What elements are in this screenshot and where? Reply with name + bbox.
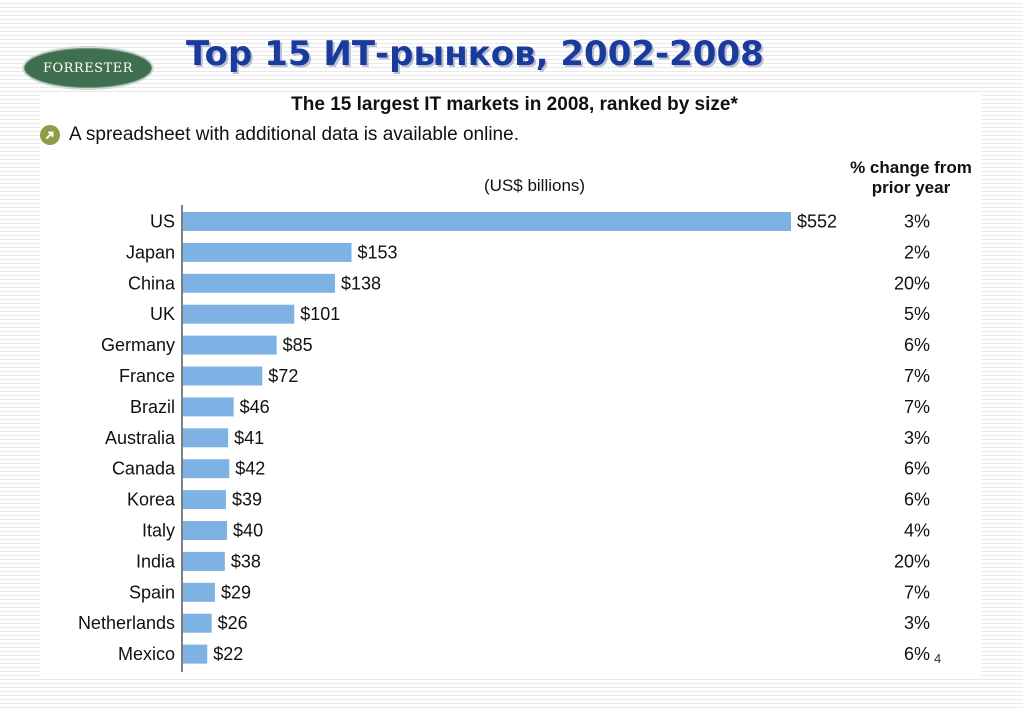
value-label: $22: [213, 644, 243, 664]
pct-change-label: 3%: [904, 212, 930, 232]
value-label: $26: [218, 613, 248, 633]
value-label: $38: [231, 551, 261, 571]
pct-change-label: 7%: [904, 366, 930, 386]
arrow-icon[interactable]: [40, 125, 60, 145]
page-number: 4: [934, 651, 942, 666]
value-label: $46: [240, 397, 270, 417]
pct-change-label: 20%: [894, 273, 930, 293]
bar: [183, 428, 229, 448]
pct-change-label: 6%: [904, 644, 930, 664]
value-label: $153: [358, 242, 398, 262]
pct-change-label: 2%: [904, 242, 930, 262]
category-label: Japan: [126, 242, 175, 262]
value-label: $42: [235, 459, 265, 479]
logo-text: FORRESTER: [42, 60, 134, 76]
bar: [183, 613, 212, 633]
value-label: $72: [268, 366, 298, 386]
pct-change-label: 7%: [904, 582, 930, 602]
category-label: UK: [150, 304, 175, 324]
value-label: $85: [283, 335, 313, 355]
bar: [183, 490, 226, 510]
forrester-logo: FORRESTER: [22, 46, 154, 90]
value-label: $29: [221, 582, 251, 602]
pct-change-label: 5%: [904, 304, 930, 324]
category-label: Netherlands: [78, 613, 175, 633]
category-label: Germany: [101, 335, 175, 355]
category-label: China: [128, 273, 176, 293]
bar: [183, 397, 234, 417]
online-note-text: A spreadsheet with additional data is av…: [69, 124, 519, 145]
units-label: (US$ billions): [484, 176, 586, 195]
category-label: US: [150, 212, 175, 232]
bar: [183, 212, 791, 231]
pct-change-label: 4%: [904, 521, 930, 541]
category-label: Mexico: [118, 644, 175, 664]
bar: [183, 366, 263, 386]
category-label: Canada: [112, 459, 176, 479]
category-label: Italy: [142, 521, 175, 541]
bar: [183, 582, 215, 602]
bar: [183, 242, 352, 262]
pct-change-label: 6%: [904, 490, 930, 510]
online-note[interactable]: A spreadsheet with additional data is av…: [40, 124, 519, 146]
category-label: Spain: [129, 582, 175, 602]
pct-change-header: % change from prior year: [850, 158, 972, 197]
value-label: $40: [233, 521, 263, 541]
pct-change-label: 7%: [904, 397, 930, 417]
bar: [183, 551, 225, 571]
pct-change-label: 3%: [904, 613, 930, 633]
slide-title: Top 15 ИТ-рынков, 2002-2008: [186, 34, 764, 74]
pct-change-label: 3%: [904, 428, 930, 448]
value-label: $138: [341, 273, 381, 293]
chart-title: The 15 largest IT markets in 2008, ranke…: [291, 94, 738, 115]
pct-change-label: 6%: [904, 459, 930, 479]
category-label: France: [119, 366, 175, 386]
bar: [183, 521, 228, 540]
value-label: $552: [797, 212, 837, 232]
chart-panel: [40, 94, 982, 678]
pct-change-label: 20%: [894, 551, 930, 571]
bar: [183, 335, 277, 355]
category-label: India: [136, 551, 176, 571]
bar: [183, 644, 208, 664]
category-label: Brazil: [130, 397, 175, 417]
bar: [183, 273, 335, 293]
category-label: Australia: [105, 428, 176, 448]
bar: [183, 304, 295, 324]
category-label: Korea: [127, 490, 176, 510]
pct-change-label: 6%: [904, 335, 930, 355]
bar: [183, 459, 230, 479]
value-label: $101: [300, 304, 340, 324]
value-label: $41: [234, 428, 264, 448]
value-label: $39: [232, 490, 262, 510]
